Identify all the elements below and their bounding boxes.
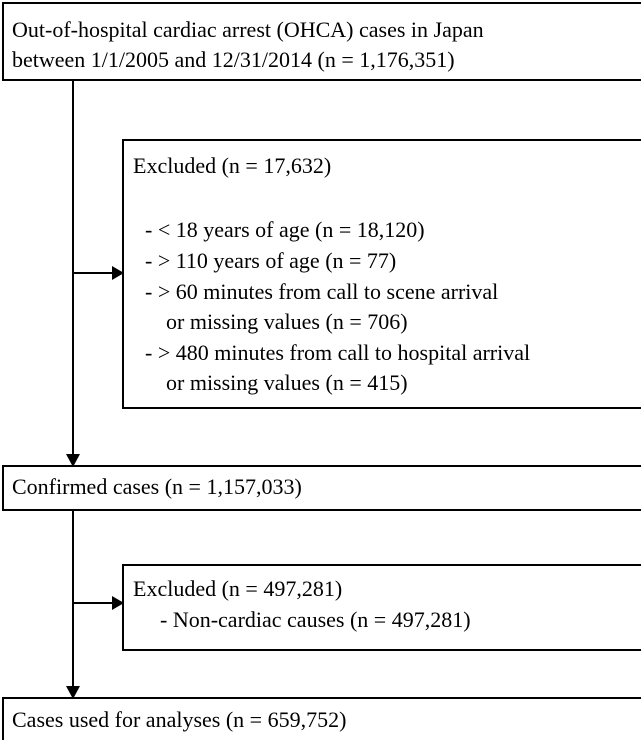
list-item: - < 18 years of age (n = 18,120) [145, 217, 425, 242]
list-item: - > 60 minutes from call to scene arriva… [145, 279, 498, 304]
box-text: Cases used for analyses (n = 659,752) [12, 707, 346, 732]
arrow-head [66, 686, 80, 699]
box-title: Excluded (n = 17,632) [133, 153, 331, 178]
box [2, 2, 641, 81]
list-item: - > 480 minutes from call to hospital ar… [145, 340, 530, 365]
arrow-head [112, 266, 124, 280]
list-item: or missing values (n = 415) [166, 370, 408, 395]
list-item: - > 110 years of age (n = 77) [145, 248, 396, 273]
box-text: Out-of-hospital cardiac arrest (OHCA) ca… [12, 17, 484, 42]
box [122, 139, 641, 409]
arrow-head [66, 454, 80, 467]
box [122, 564, 641, 651]
box-text: between 1/1/2005 and 12/31/2014 (n = 1,1… [12, 47, 455, 72]
arrow-head [112, 596, 124, 610]
box-text: Confirmed cases (n = 1,157,033) [12, 474, 302, 499]
box [2, 465, 641, 511]
box-title: Excluded (n = 497,281) [133, 576, 342, 601]
list-item: - Non-cardiac causes (n = 497,281) [160, 607, 471, 632]
box [2, 697, 641, 740]
list-item: or missing values (n = 706) [166, 309, 408, 334]
